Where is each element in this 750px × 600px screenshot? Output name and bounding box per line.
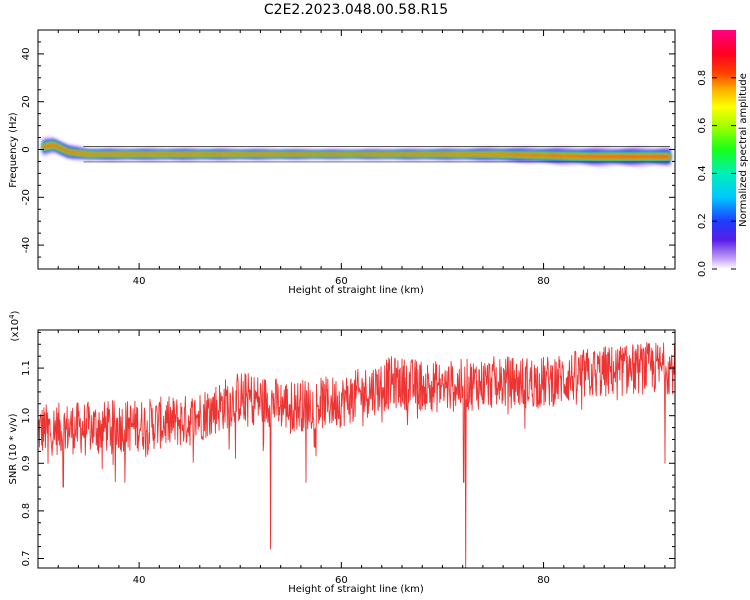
snr-chart: 40 60 80 0.7 0.8 0.9 1.0 1.1 Height of straigh… xyxy=(8,310,676,595)
spectrogram-x-tick-label: 60 xyxy=(335,276,348,287)
colorbar-tick-label: 0.8 xyxy=(697,70,708,86)
colorbar-tick-label: 0.2 xyxy=(697,213,708,229)
snr-y-multiplier: (x104) xyxy=(8,310,21,341)
snr-y-tick-label: 1.1 xyxy=(21,360,32,376)
spectrogram-y-axis-label: Frequency (Hz) xyxy=(8,112,19,188)
snr-y-tick-label: 0.9 xyxy=(21,455,32,471)
spectrogram-x-axis-label: Height of straight line (km) xyxy=(288,285,424,296)
colorbar-tick-label: 0.4 xyxy=(697,165,708,181)
spectrogram-y-tick-label: -20 xyxy=(21,189,32,205)
snr-y-tick-label: 1.0 xyxy=(21,408,32,424)
snr-y-axis-label: SNR (10 * v/v) xyxy=(8,413,19,484)
spectrogram-y-tick-label: -40 xyxy=(21,237,32,253)
snr-x-tick-label: 60 xyxy=(335,575,348,586)
snr-y-tick-label: 0.7 xyxy=(21,551,32,567)
spectrogram-chart: 40 60 80 -40 -20 0 20 40 Height of straight li… xyxy=(8,29,676,296)
spectrogram-y-tick-label: 40 xyxy=(21,48,32,61)
spectrogram-x-tick-label: 40 xyxy=(133,276,146,287)
spectrogram-y-ticks: -40 -20 0 20 40 xyxy=(21,29,675,270)
colorbar: 0.0 0.2 0.4 0.6 0.8 Normalized spectral ampl… xyxy=(697,30,749,277)
snr-x-tick-label: 80 xyxy=(537,575,550,586)
figure-title: C2E2.2023.048.00.58.R15 xyxy=(264,2,448,18)
colorbar-tick-label: 0.6 xyxy=(697,118,708,134)
spectrogram-y-tick-label: 20 xyxy=(21,95,32,108)
colorbar-ticks: 0.0 0.2 0.4 0.6 0.8 xyxy=(697,70,736,277)
spectrogram-y-tick-label: 0 xyxy=(21,146,32,152)
snr-x-tick-label: 40 xyxy=(133,575,146,586)
colorbar-tick-label: 0.0 xyxy=(697,261,708,277)
spectrogram-band xyxy=(43,136,670,168)
colorbar-label: Normalized spectral amplitude xyxy=(738,73,749,227)
snr-y-tick-label: 0.8 xyxy=(21,503,32,519)
colorbar-gradient xyxy=(712,30,736,269)
snr-x-ticks: 40 60 80 xyxy=(37,330,666,586)
snr-y-ticks: 0.7 0.8 0.9 1.0 1.1 xyxy=(21,331,675,567)
snr-frame xyxy=(37,329,676,569)
snr-x-axis-label: Height of straight line (km) xyxy=(288,584,424,595)
snr-series-line xyxy=(38,341,675,568)
spectrogram-x-tick-label: 80 xyxy=(537,276,550,287)
